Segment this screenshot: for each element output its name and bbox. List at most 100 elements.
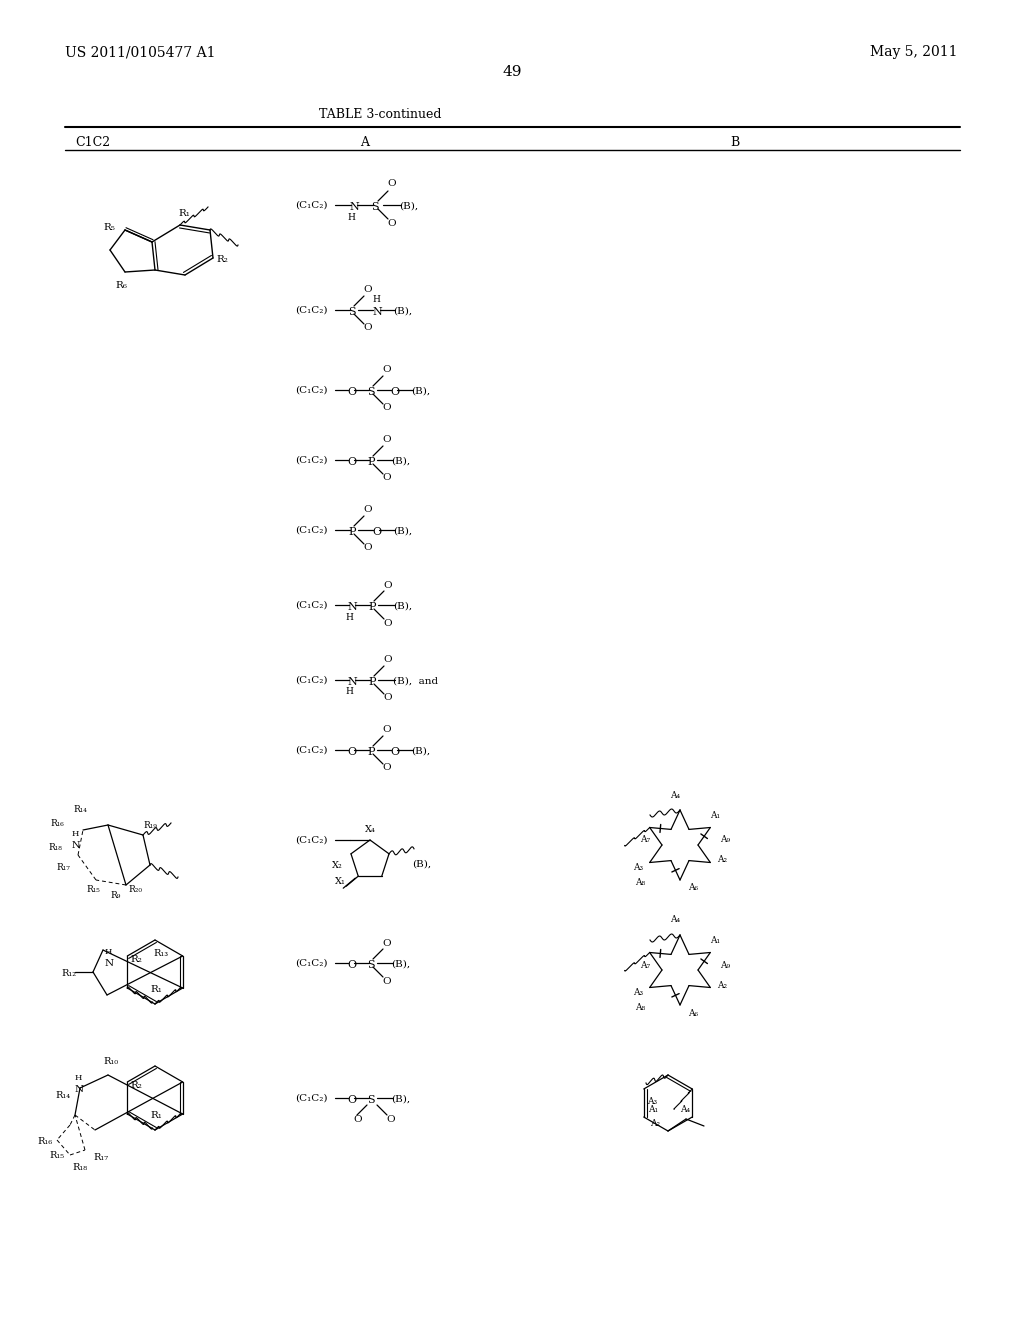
Text: (C₁C₂): (C₁C₂) bbox=[295, 525, 328, 535]
Text: (C₁C₂): (C₁C₂) bbox=[295, 746, 328, 755]
Text: (B),: (B), bbox=[391, 457, 411, 466]
Text: R₂: R₂ bbox=[216, 256, 228, 264]
Text: N: N bbox=[75, 1085, 84, 1094]
Text: O: O bbox=[386, 1115, 394, 1125]
Text: H: H bbox=[345, 688, 353, 697]
Text: O: O bbox=[382, 939, 390, 948]
Text: R₁₅: R₁₅ bbox=[86, 886, 100, 895]
Text: A₆: A₆ bbox=[688, 883, 698, 892]
Text: R₁₇: R₁₇ bbox=[56, 863, 70, 873]
Text: (C₁C₂): (C₁C₂) bbox=[295, 455, 328, 465]
Text: S: S bbox=[367, 387, 375, 397]
Text: P: P bbox=[368, 602, 376, 612]
Text: S: S bbox=[348, 308, 355, 317]
Text: N: N bbox=[349, 202, 358, 213]
Text: O: O bbox=[390, 747, 399, 756]
Text: R₁₄: R₁₄ bbox=[73, 805, 87, 814]
Text: (C₁C₂): (C₁C₂) bbox=[295, 836, 328, 845]
Text: A₈: A₈ bbox=[635, 878, 645, 887]
Text: P: P bbox=[367, 747, 375, 756]
Text: A₁: A₁ bbox=[648, 1105, 657, 1114]
Text: A₁: A₁ bbox=[710, 936, 720, 945]
Text: A₂: A₂ bbox=[717, 981, 727, 990]
Text: A₆: A₆ bbox=[688, 1008, 698, 1018]
Text: H: H bbox=[347, 213, 355, 222]
Text: R₁₇: R₁₇ bbox=[93, 1154, 109, 1163]
Text: (B),: (B), bbox=[393, 602, 412, 610]
Text: B: B bbox=[730, 136, 739, 149]
Text: A₄: A₄ bbox=[670, 916, 680, 924]
Text: S: S bbox=[367, 960, 375, 970]
Text: R₁₀: R₁₀ bbox=[103, 1056, 118, 1065]
Text: S: S bbox=[371, 202, 379, 213]
Text: O: O bbox=[372, 527, 381, 537]
Text: O: O bbox=[387, 180, 395, 189]
Text: O: O bbox=[362, 285, 372, 294]
Text: US 2011/0105477 A1: US 2011/0105477 A1 bbox=[65, 45, 215, 59]
Text: O: O bbox=[347, 960, 356, 970]
Text: R₅: R₅ bbox=[103, 223, 115, 231]
Text: R₁₃: R₁₃ bbox=[153, 949, 168, 958]
Text: O: O bbox=[347, 387, 356, 397]
Text: May 5, 2011: May 5, 2011 bbox=[870, 45, 957, 59]
Text: A₃: A₃ bbox=[647, 1097, 656, 1106]
Text: (B),: (B), bbox=[399, 202, 418, 210]
Text: (B),: (B), bbox=[391, 960, 411, 969]
Text: A₈: A₈ bbox=[635, 1003, 645, 1012]
Text: O: O bbox=[347, 747, 356, 756]
Text: A₃: A₃ bbox=[633, 863, 643, 873]
Text: R₁: R₁ bbox=[178, 209, 189, 218]
Text: (C₁C₂): (C₁C₂) bbox=[295, 676, 328, 685]
Text: R₁₂: R₁₂ bbox=[61, 969, 76, 978]
Text: O: O bbox=[362, 506, 372, 515]
Text: R₉: R₉ bbox=[110, 891, 121, 899]
Text: (B),: (B), bbox=[393, 527, 412, 536]
Text: R₂: R₂ bbox=[130, 1081, 142, 1089]
Text: H: H bbox=[345, 612, 353, 622]
Text: A₉: A₉ bbox=[720, 836, 730, 845]
Text: X₂: X₂ bbox=[332, 861, 343, 870]
Text: (C₁C₂): (C₁C₂) bbox=[295, 601, 328, 610]
Text: TABLE 3-continued: TABLE 3-continued bbox=[318, 108, 441, 121]
Text: O: O bbox=[347, 1096, 356, 1105]
Text: S: S bbox=[367, 1096, 375, 1105]
Text: O: O bbox=[362, 544, 372, 553]
Text: R₁: R₁ bbox=[150, 986, 162, 994]
Text: O: O bbox=[382, 474, 390, 483]
Text: (B),: (B), bbox=[411, 387, 430, 396]
Text: R₂₀: R₂₀ bbox=[128, 886, 142, 895]
Text: N: N bbox=[105, 958, 114, 968]
Text: O: O bbox=[383, 693, 391, 702]
Text: A₉: A₉ bbox=[720, 961, 730, 969]
Text: (C₁C₂): (C₁C₂) bbox=[295, 385, 328, 395]
Text: (B),: (B), bbox=[411, 747, 430, 755]
Text: O: O bbox=[390, 387, 399, 397]
Text: H: H bbox=[75, 1074, 82, 1082]
Text: A: A bbox=[360, 136, 369, 149]
Text: H: H bbox=[372, 296, 380, 305]
Text: A₄: A₄ bbox=[670, 791, 680, 800]
Text: (B),: (B), bbox=[391, 1094, 411, 1104]
Text: O: O bbox=[353, 1115, 361, 1125]
Text: X₁: X₁ bbox=[335, 878, 346, 887]
Text: C1C2: C1C2 bbox=[75, 136, 111, 149]
Text: A₃: A₃ bbox=[633, 987, 643, 997]
Text: R₁₆: R₁₆ bbox=[37, 1138, 52, 1147]
Text: O: O bbox=[362, 323, 372, 333]
Text: (B),: (B), bbox=[393, 306, 412, 315]
Text: O: O bbox=[383, 619, 391, 627]
Text: R₁₈: R₁₈ bbox=[48, 843, 61, 853]
Text: R₁₄: R₁₄ bbox=[55, 1092, 70, 1101]
Text: O: O bbox=[382, 726, 390, 734]
Text: A₄: A₄ bbox=[680, 1105, 690, 1114]
Text: R₂: R₂ bbox=[130, 954, 142, 964]
Text: 49: 49 bbox=[502, 65, 522, 79]
Text: (C₁C₂): (C₁C₂) bbox=[295, 305, 328, 314]
Text: H: H bbox=[72, 830, 80, 838]
Text: R₁₈: R₁₈ bbox=[72, 1163, 87, 1172]
Text: N: N bbox=[347, 677, 356, 686]
Text: P: P bbox=[368, 677, 376, 686]
Text: (C₁C₂): (C₁C₂) bbox=[295, 1093, 328, 1102]
Text: A₇: A₇ bbox=[640, 961, 650, 969]
Text: O: O bbox=[383, 656, 391, 664]
